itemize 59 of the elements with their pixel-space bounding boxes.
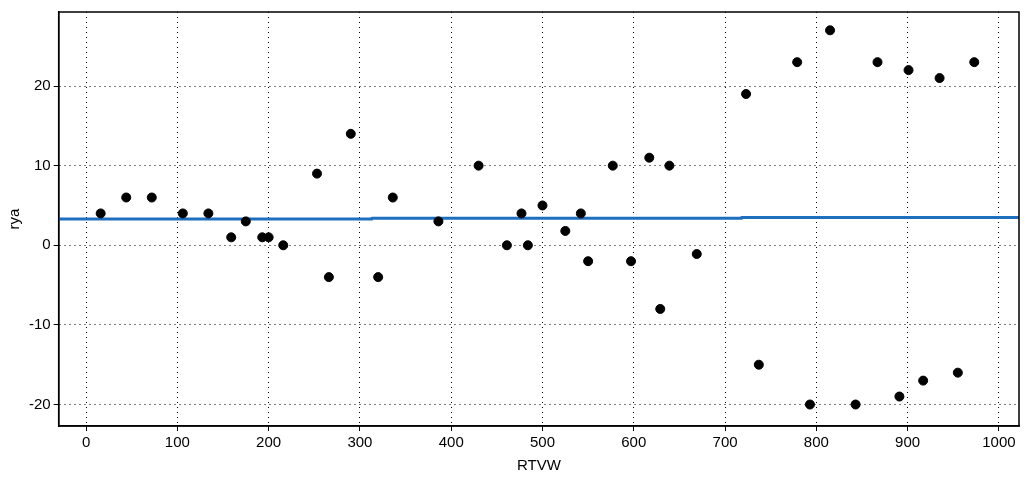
point [753,359,764,370]
point [501,240,512,251]
point [872,57,883,68]
x-tick-label: 1000 [982,433,1016,451]
point [918,375,929,386]
point [560,225,571,236]
point [655,303,666,314]
point [537,200,548,211]
point [644,152,655,163]
point [240,216,251,227]
point [583,256,594,267]
point [226,232,237,243]
point [607,160,618,171]
point [792,57,803,68]
point [804,399,815,410]
point [952,367,963,378]
y-tick-label: 0 [42,235,51,253]
point [825,25,836,36]
x-tick-label: 400 [438,433,464,451]
point [433,216,444,227]
x-tick-label: 600 [621,433,647,451]
point [121,192,132,203]
y-tick-label: 20 [33,76,51,94]
y-tick-label: -10 [28,315,51,333]
point [626,256,637,267]
point [345,128,356,139]
y-tick-label: 10 [33,155,51,173]
point [177,208,188,219]
point [969,57,980,68]
x-tick-label: 100 [164,433,190,451]
y-tick-label: -20 [28,394,51,412]
x-tick-label: 300 [347,433,373,451]
point [95,208,106,219]
point [203,208,214,219]
point [312,168,323,179]
x-tick-label: 800 [803,433,829,451]
x-tick-label: 0 [81,433,91,451]
point [850,399,861,410]
point [473,160,484,171]
x-tick-label: 500 [529,433,556,451]
point [741,89,752,99]
point [278,240,289,251]
point [575,208,586,219]
point [516,208,527,219]
point [522,240,533,251]
point [894,391,905,402]
point [691,249,702,260]
point [664,160,675,171]
x-tick-label: 700 [712,433,738,451]
point [934,73,945,84]
point [323,272,334,283]
x-axis-title: RTVW [516,456,562,474]
point [903,65,914,76]
x-tick-label: 200 [256,433,282,451]
x-tick-label: 900 [895,433,921,451]
y-axis-title: rya [5,207,23,230]
point [373,272,384,283]
point [146,192,157,203]
point [387,192,398,203]
